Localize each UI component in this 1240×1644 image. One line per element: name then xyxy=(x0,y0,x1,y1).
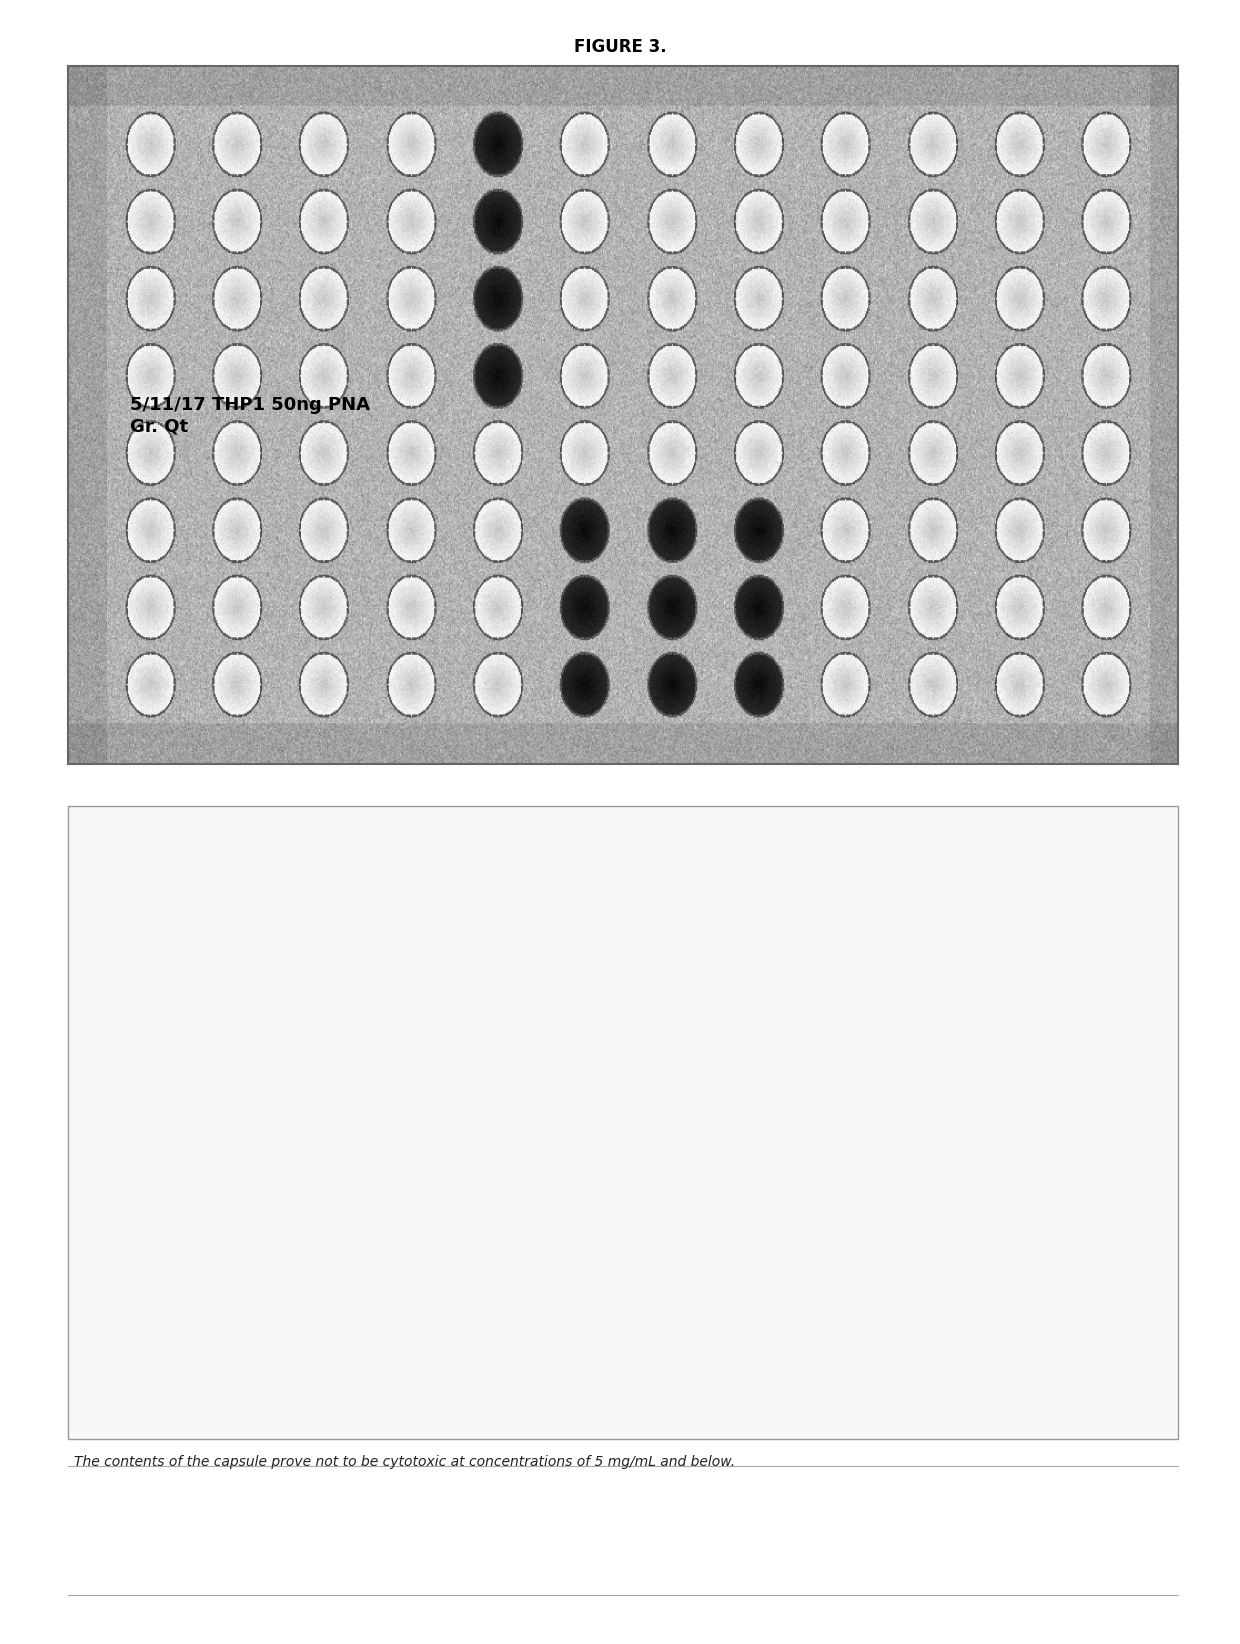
Text: The contents of the capsule prove not to be cytotoxic at concentrations of 5 mg/: The contents of the capsule prove not to… xyxy=(74,1455,735,1470)
Bar xyxy=(573,934,637,1373)
Bar xyxy=(182,1000,246,1373)
Bar xyxy=(475,952,539,1373)
Text: FIGURE 3.: FIGURE 3. xyxy=(574,38,666,56)
Bar xyxy=(280,1004,343,1373)
Bar xyxy=(769,965,833,1373)
Bar xyxy=(671,942,735,1373)
Bar xyxy=(1063,978,1126,1373)
Text: 5/11/17 THP1 50ng PNA
Gr. Qt: 5/11/17 THP1 50ng PNA Gr. Qt xyxy=(130,396,370,436)
Bar xyxy=(867,981,930,1373)
Bar xyxy=(378,926,441,1373)
Title: Cytotoxycity Assay - Capsule: Cytotoxycity Assay - Capsule xyxy=(485,814,823,834)
Y-axis label: Absorbance λ = 490 nm: Absorbance λ = 490 nm xyxy=(103,1026,117,1194)
Bar xyxy=(965,995,1028,1373)
